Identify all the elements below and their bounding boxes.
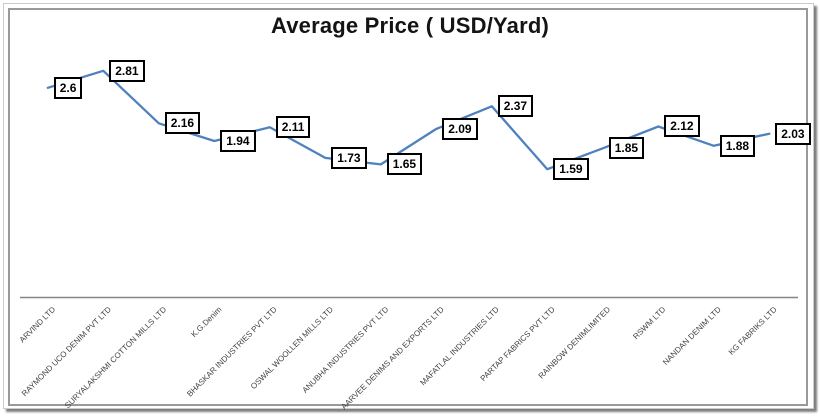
data-label: 2.6	[53, 76, 83, 99]
data-label: 2.37	[497, 95, 534, 118]
data-label: 1.85	[608, 137, 645, 160]
data-label: 1.88	[719, 134, 756, 157]
data-label: 2.03	[775, 122, 811, 145]
chart-title: Average Price ( USD/Yard)	[270, 13, 550, 38]
chart-area-border	[8, 8, 808, 406]
data-label: 2.81	[109, 59, 145, 82]
data-label: 2.11	[275, 116, 311, 139]
data-label: 1.73	[331, 146, 367, 169]
data-label: 2.16	[164, 112, 201, 135]
data-label: 2.12	[664, 115, 700, 138]
data-label: 1.65	[386, 153, 423, 176]
data-label: 1.94	[220, 130, 256, 152]
data-label: 2.09	[442, 117, 478, 140]
data-label: 1.59	[553, 158, 589, 181]
